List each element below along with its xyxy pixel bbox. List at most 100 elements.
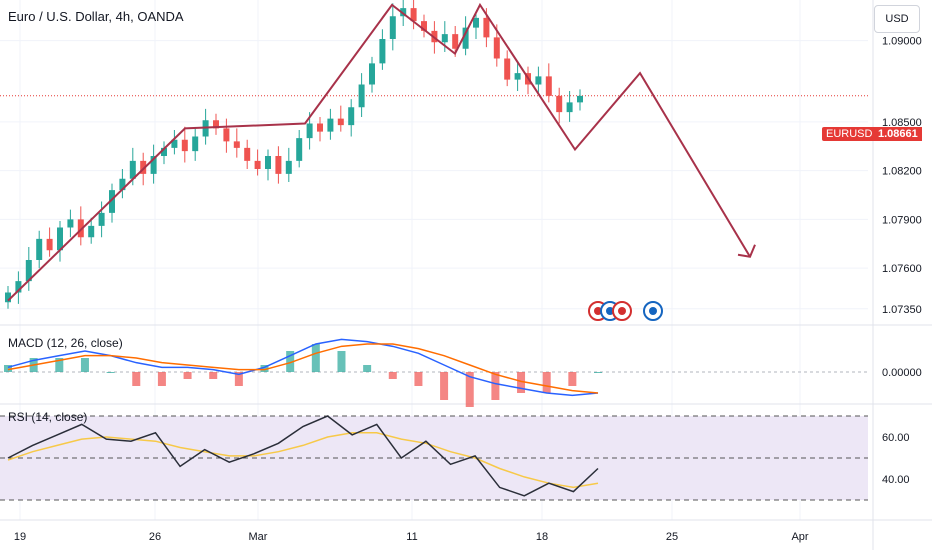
macd-histogram-bar	[286, 351, 295, 372]
price-tick-label: 1.08500	[882, 117, 922, 129]
macd-histogram-bar	[568, 372, 577, 386]
rsi-ma-line	[7, 432, 599, 489]
candle-body	[358, 84, 365, 108]
candle-body	[348, 107, 355, 126]
macd-histogram-bar	[491, 372, 500, 400]
candle-body	[473, 17, 479, 28]
candle-body	[421, 21, 427, 31]
rsi-label[interactable]: RSI (14, close)	[8, 410, 88, 424]
symbol-tag: EURUSD	[822, 127, 877, 141]
candle-body	[379, 39, 386, 64]
axis-layer: 19 26 Mar 11 18 25 Apr 1.09000 1.08500 1.08200 1.0…	[14, 36, 922, 543]
candle-body	[244, 147, 251, 161]
macd-histogram-bar	[517, 372, 526, 393]
candle-body	[265, 156, 271, 169]
macd-histogram-bar	[183, 372, 192, 379]
last-price-tag: 1.08661	[874, 127, 922, 141]
candle-body	[77, 219, 84, 238]
candle-body	[213, 120, 219, 129]
candle-body	[119, 178, 126, 191]
macd-histogram-bar	[465, 372, 474, 407]
candle-body	[36, 238, 43, 260]
price-tick-label: 1.09000	[882, 36, 922, 48]
chart-title: Euro / U.S. Dollar, 4h, OANDA	[8, 9, 184, 24]
macd-histogram-bar	[234, 372, 243, 386]
candle-body	[223, 128, 230, 142]
macd-line	[7, 338, 599, 397]
candle-body	[566, 102, 573, 113]
candle-body	[337, 118, 344, 126]
rsi-tick-label: 60.00	[882, 432, 910, 444]
candle-body	[140, 160, 147, 174]
candle-body	[545, 76, 552, 96]
candle-body	[389, 16, 396, 39]
candle-body	[192, 136, 199, 152]
candle-body	[577, 95, 583, 103]
x-tick-label: 25	[666, 531, 678, 543]
candle-body	[306, 123, 313, 139]
candle-body	[67, 219, 74, 228]
candle-body	[150, 156, 157, 174]
candle-body	[171, 139, 178, 148]
event-marker-dot	[606, 307, 614, 315]
macd-histogram-bar	[594, 372, 602, 373]
candle-body	[88, 225, 95, 238]
candle-body	[161, 147, 167, 156]
candle-body	[452, 34, 459, 49]
candle-body	[556, 95, 563, 113]
macd-histogram-bar	[311, 344, 320, 372]
projection-arrowhead	[737, 244, 756, 258]
candle-body	[410, 8, 417, 22]
rsi-layer	[0, 415, 868, 501]
candle-body	[514, 73, 521, 80]
macd-histogram-bar	[132, 372, 141, 386]
macd-histogram-bar	[337, 351, 346, 372]
macd-histogram-bar	[106, 372, 115, 373]
candle-body	[400, 8, 407, 17]
candle-body	[504, 58, 511, 80]
macd-histogram-bar	[4, 365, 12, 372]
macd-label[interactable]: MACD (12, 26, close)	[8, 336, 123, 350]
macd-layer	[0, 338, 868, 407]
event-markers[interactable]	[588, 301, 663, 321]
x-tick-label: 26	[149, 531, 161, 543]
candle-body	[15, 281, 22, 293]
candle-body	[369, 63, 375, 85]
x-tick-label: 19	[14, 531, 26, 543]
candle-body	[483, 17, 490, 38]
macd-histogram-bar	[363, 365, 372, 372]
candle-body	[25, 260, 32, 282]
rsi-tick-label: 40.00	[882, 474, 910, 486]
currency-button[interactable]: USD	[874, 5, 920, 33]
candle-body	[98, 212, 105, 226]
x-tick-label: Mar	[249, 531, 268, 543]
price-tick-label: 1.07350	[882, 304, 922, 316]
macd-tick-label: 0.00000	[882, 367, 922, 379]
macd-histogram-bar	[55, 358, 64, 372]
price-tick-label: 1.07900	[882, 214, 922, 226]
macd-histogram-bar	[414, 372, 423, 386]
candle-body	[181, 139, 188, 152]
candle-body	[57, 227, 63, 251]
candle-body	[109, 190, 115, 213]
candle-body	[296, 138, 303, 161]
candle-body	[462, 27, 469, 49]
rsi-line	[7, 415, 599, 497]
candle-body	[493, 37, 500, 59]
candle-body	[317, 123, 323, 132]
zigzag-projection-line	[7, 2, 751, 302]
x-tick-label: 18	[536, 531, 548, 543]
price-tick-label: 1.07600	[882, 263, 922, 275]
event-marker-dot	[618, 307, 626, 315]
macd-histogram-bar	[542, 372, 551, 393]
x-tick-label: Apr	[791, 531, 808, 543]
macd-histogram-bar	[440, 372, 449, 400]
macd-histogram-bar	[80, 358, 89, 372]
drawing-layer[interactable]	[7, 2, 756, 302]
candle-body	[441, 34, 448, 43]
signal-line	[7, 343, 599, 394]
candle-body	[46, 238, 53, 251]
candle-body	[285, 160, 292, 174]
